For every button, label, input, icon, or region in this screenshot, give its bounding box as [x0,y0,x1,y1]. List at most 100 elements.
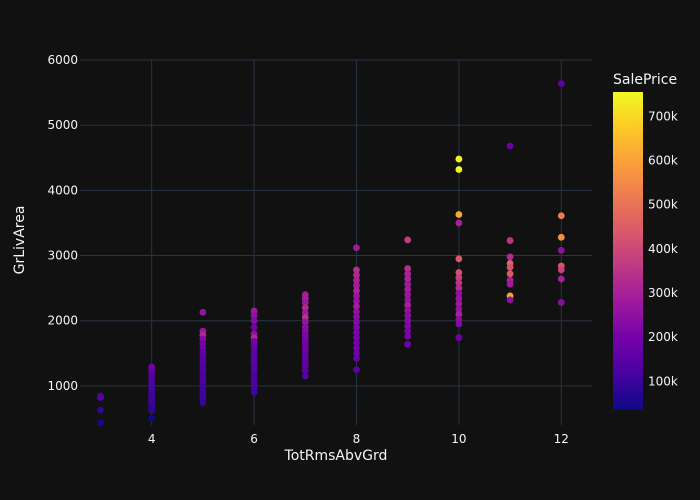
data-point [455,279,463,287]
data-point [353,276,360,284]
y-tick-labels: 1000 2000 3000 4000 5000 6000 [47,53,78,393]
data-point [506,263,514,271]
data-point [404,296,412,304]
data-point [353,334,360,342]
data-point [557,233,565,241]
data-point [97,419,104,427]
data-point [404,291,412,299]
data-point [353,244,360,252]
x-tick-label: 10 [451,432,466,446]
data-point [455,305,463,313]
data-point [455,274,463,282]
data-point [353,297,360,305]
data-point [557,246,565,254]
data-point [455,300,463,308]
data-point [455,255,463,263]
data-point [353,308,360,315]
data-point [353,287,360,295]
data-point [506,142,514,150]
data-point [404,301,412,309]
data-point [301,366,309,374]
colorbar-tick-label: 500k [648,198,678,212]
data-point [353,266,360,274]
data-point [353,355,360,362]
data-point [250,323,258,331]
data-points [97,80,565,427]
data-point [97,406,104,414]
colorbar-tick-label: 200k [648,330,678,344]
data-point [353,323,360,331]
data-point [557,80,565,87]
y-gridlines [80,59,592,387]
x-tick-label: 12 [554,432,569,446]
data-point [353,349,360,357]
x-tick-label: 6 [250,432,258,446]
data-point [353,313,360,321]
y-tick-label: 3000 [47,249,78,263]
data-point [353,292,360,300]
data-point [353,302,360,310]
data-point [506,296,514,304]
x-axis-title: TotRmsAbvGrd [284,448,388,464]
data-point [404,332,412,340]
colorbar: SalePrice 100k 200k 300k 400k 500k 600k 700k [613,72,678,410]
data-point [455,310,463,318]
data-point [455,219,463,227]
data-point [404,327,412,335]
data-point [455,334,463,342]
data-point [506,253,514,261]
data-point [353,318,360,326]
data-point [557,212,565,220]
data-point [455,269,463,276]
data-point [404,286,412,293]
x-tick-label: 4 [148,432,156,446]
data-point [353,344,360,352]
data-point [353,282,360,289]
data-point [353,329,360,336]
y-tick-label: 6000 [47,53,78,67]
data-point [250,312,258,319]
data-point [353,339,360,347]
data-point [455,284,463,292]
data-point [301,372,309,380]
data-point [455,320,463,328]
colorbar-gradient [613,92,643,410]
colorbar-tick-label: 300k [648,286,678,300]
data-point [404,340,412,348]
data-point [97,394,104,402]
y-tick-label: 4000 [47,183,78,197]
data-point [557,266,565,274]
data-point [250,389,258,396]
data-point [404,306,412,314]
data-point [301,299,309,306]
data-point [353,271,360,279]
x-tick-labels: 4 6 8 10 12 [148,432,569,446]
data-point [455,166,463,173]
data-point [455,155,463,163]
data-point [404,317,412,325]
data-point [506,280,514,288]
data-point [148,407,156,415]
data-point [404,270,412,278]
data-point [199,399,207,407]
data-point [404,322,412,330]
colorbar-tick-label: 600k [648,153,678,167]
data-point [404,236,412,244]
colorbar-tick-labels: 100k 200k 300k 400k 500k 600k 700k [648,109,678,388]
y-tick-label: 1000 [47,379,78,393]
data-point [404,275,412,283]
data-point [301,304,309,312]
data-point [404,265,412,272]
y-tick-label: 2000 [47,314,78,328]
data-point [557,299,565,306]
x-tick-label: 8 [353,432,361,446]
colorbar-tick-label: 100k [648,374,678,388]
y-axis-title: GrLivArea [12,206,28,275]
data-point [455,295,463,302]
colorbar-tick-label: 400k [648,242,678,256]
data-point [404,280,412,288]
data-point [506,270,514,278]
data-point [557,275,565,283]
